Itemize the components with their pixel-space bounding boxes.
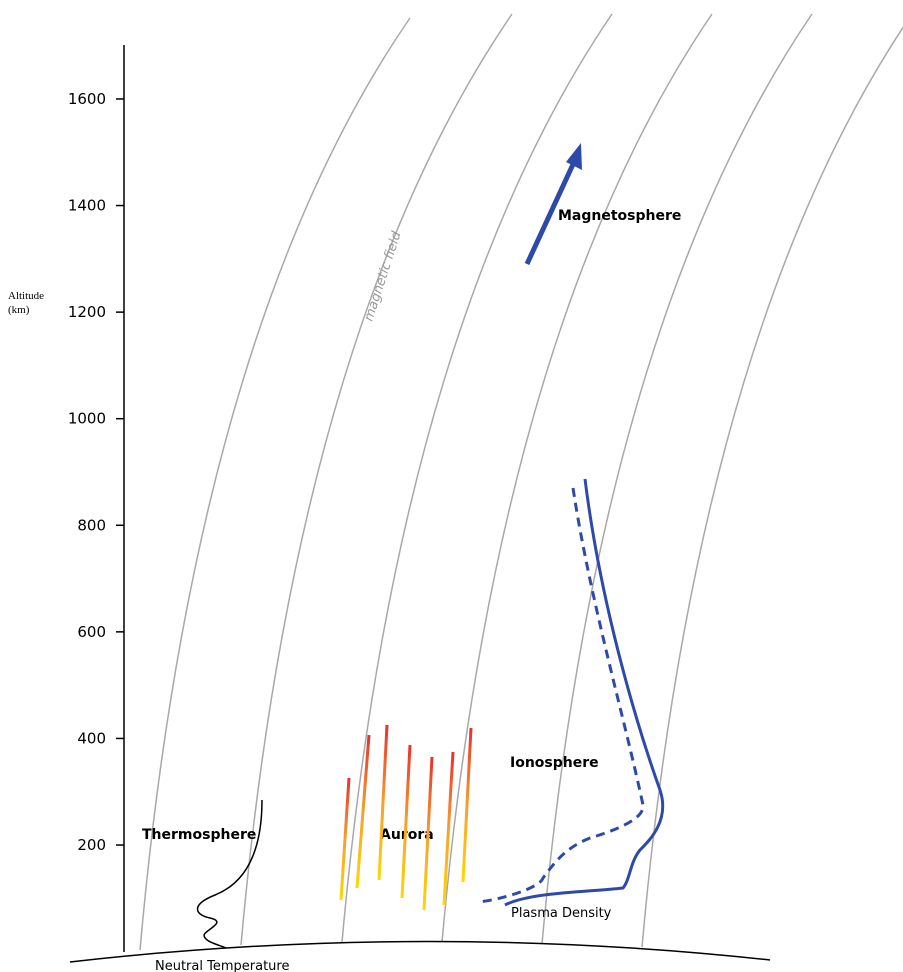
label: Magnetosphere <box>558 208 681 224</box>
diagram: 200 400 600 800 1000 1200 1400 1600 Altitude (k… <box>0 0 903 972</box>
tick-label: 600 <box>77 623 106 641</box>
label: Thermosphere <box>142 827 256 843</box>
axis-label: (km) <box>8 304 30 316</box>
tick-label: 800 <box>77 516 106 534</box>
density-curve-dashed <box>478 488 643 902</box>
arrow-head <box>566 143 582 170</box>
field-label: magnetic field <box>362 229 405 323</box>
ticks: 200 400 600 800 1000 1200 1400 1600 <box>68 90 124 854</box>
aurora <box>341 725 471 910</box>
field-lines <box>140 14 903 950</box>
axis-label: Altitude <box>8 290 44 302</box>
tick-label: 1000 <box>68 410 106 428</box>
tick-label: 200 <box>77 836 106 854</box>
tick-label: 1400 <box>68 197 106 215</box>
tick-label: 400 <box>77 729 106 747</box>
tick-label: 1600 <box>68 90 106 108</box>
label: Plasma Density <box>511 906 612 921</box>
label: Ionosphere <box>510 755 599 771</box>
label: Neutral Temperature <box>155 959 289 972</box>
tick-label: 1200 <box>68 303 106 321</box>
temperature-curve <box>198 800 263 948</box>
